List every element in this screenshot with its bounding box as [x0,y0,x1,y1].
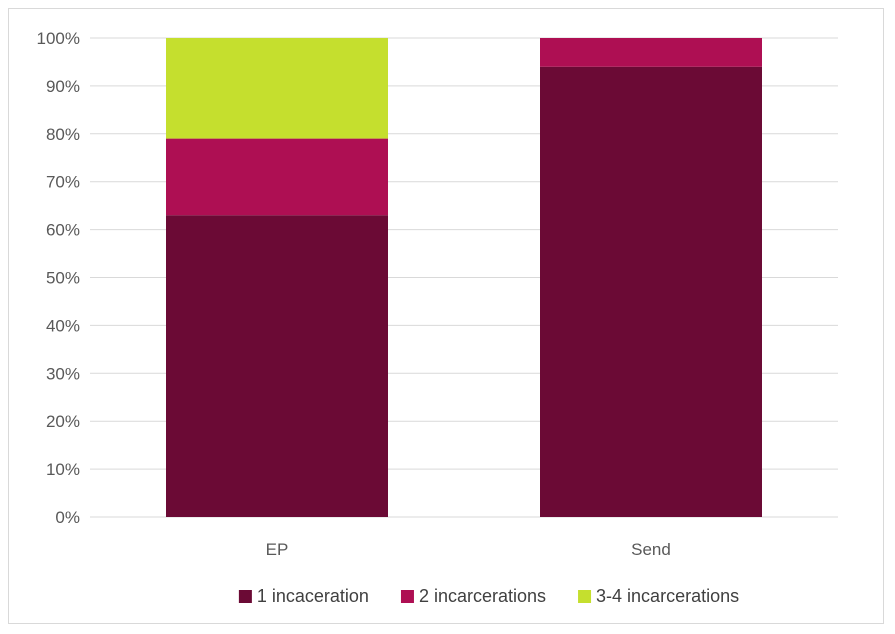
legend: 1 incaceration 2 incarcerations 3-4 incarc… [238,586,739,606]
y-tick-label: 50% [46,269,80,288]
legend-item: 3-4 incarcerations [578,586,739,606]
legend-label: 3-4 incarcerations [596,586,739,606]
y-tick-label: 100% [37,29,80,48]
legend-item: 1 incaceration [238,586,369,606]
bar-segment [166,215,388,518]
legend-swatch [400,590,414,603]
x-category-label: EP [266,540,289,559]
bar-segment [166,138,388,216]
y-tick-label: 10% [46,460,80,479]
legend-swatch [578,590,592,603]
legend-item: 2 incarcerations [400,586,546,606]
legend-swatch [238,590,252,603]
legend-label: 1 incaceration [257,586,369,606]
y-tick-label: 60% [46,221,80,240]
x-category-label: Send [631,540,671,559]
y-tick-label: 0% [55,508,80,527]
x-axis-labels: EP Send [266,540,671,559]
y-tick-label: 70% [46,173,80,192]
bar-segment [540,66,762,518]
y-tick-label: 90% [46,77,80,96]
y-tick-label: 20% [46,412,80,431]
bars [166,38,762,518]
bar-segment [166,38,388,139]
bar-segment [540,38,762,67]
y-tick-label: 80% [46,125,80,144]
y-axis-ticks: 0% 10% 20% 30% 40% 50% 60% 70% 80% 90% 100% [37,29,80,527]
y-tick-label: 30% [46,364,80,383]
y-tick-label: 40% [46,316,80,335]
legend-label: 2 incarcerations [419,586,546,606]
